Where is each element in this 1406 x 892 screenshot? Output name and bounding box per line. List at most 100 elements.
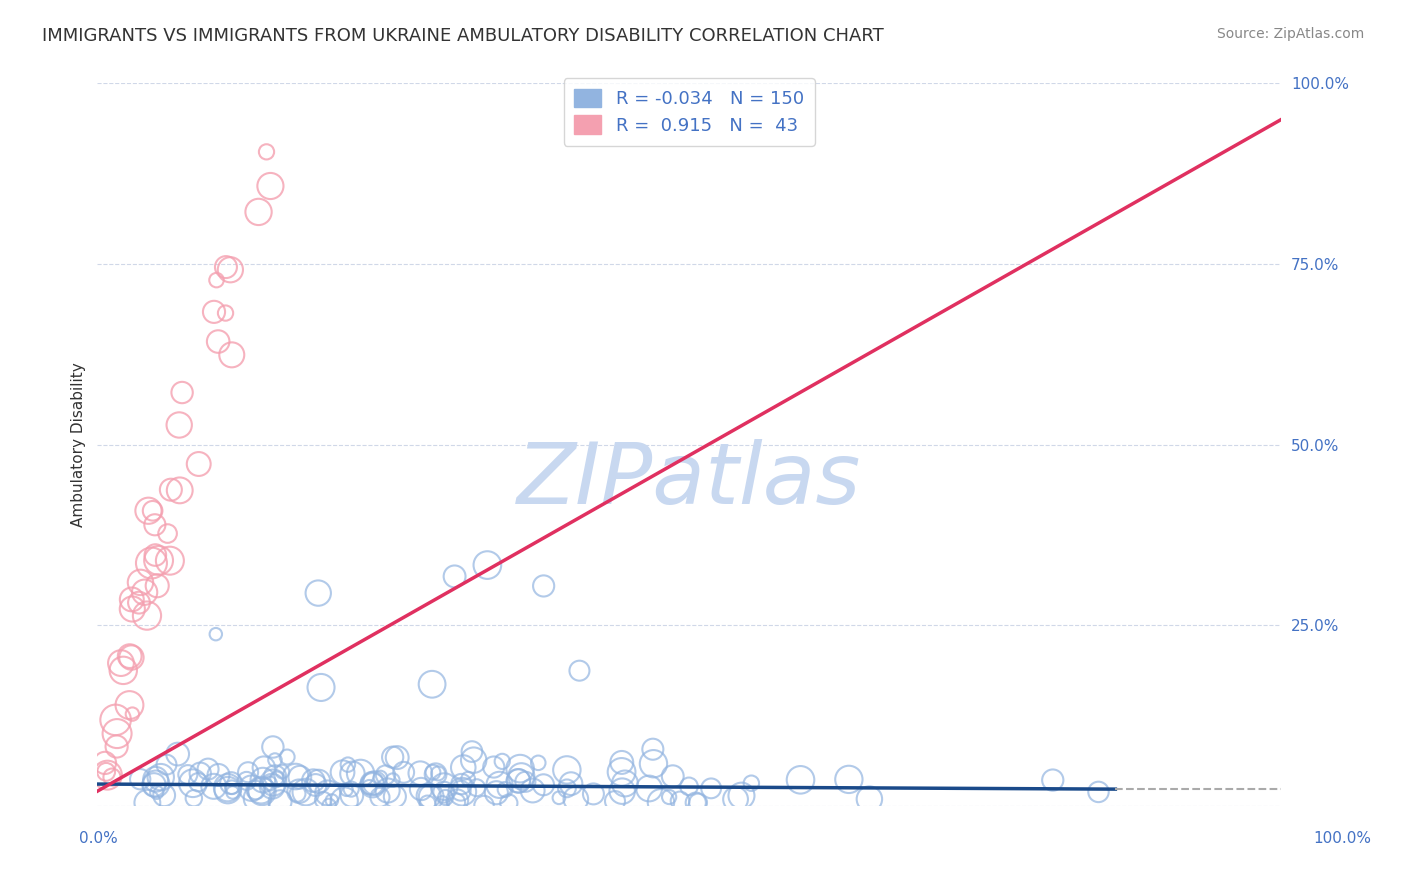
Point (145, 772, 167, 787)
Point (104, 713, 127, 727)
Point (1087, 785, 1109, 799)
Point (155, 757, 177, 772)
Point (643, 756, 665, 771)
Point (432, 796, 454, 810)
Point (686, 796, 709, 810)
Point (284, 770, 307, 784)
Point (304, 778, 326, 792)
Point (450, 777, 472, 791)
Point (295, 785, 318, 799)
Legend: R = -0.034   N = 150, R =  0.915   N =  43: R = -0.034 N = 150, R = 0.915 N = 43 (564, 78, 815, 145)
Point (177, 767, 200, 781)
Point (121, 592, 143, 607)
Point (669, 794, 692, 808)
Point (477, 558, 499, 572)
Point (638, 781, 661, 796)
Point (434, 790, 457, 805)
Point (700, 781, 723, 796)
Point (141, 556, 163, 570)
Point (202, 780, 225, 794)
Point (94, 764, 117, 779)
Point (262, 779, 284, 793)
Point (316, 786, 339, 800)
Point (565, 792, 588, 806)
Point (138, 504, 160, 518)
Text: Source: ZipAtlas.com: Source: ZipAtlas.com (1216, 27, 1364, 41)
Point (409, 766, 432, 780)
Point (269, 795, 291, 809)
Point (153, 789, 176, 803)
Point (321, 793, 343, 807)
Point (385, 750, 408, 764)
Point (363, 776, 385, 790)
Point (205, 273, 228, 287)
Point (129, 772, 152, 787)
Point (361, 778, 384, 792)
Point (94, 756, 117, 770)
Point (560, 777, 582, 791)
Point (145, 777, 167, 791)
Point (264, 753, 287, 767)
Point (1042, 773, 1064, 788)
Point (641, 742, 664, 756)
Point (433, 785, 456, 799)
Point (307, 586, 329, 600)
Point (510, 769, 533, 783)
Text: IMMIGRANTS VS IMMIGRANTS FROM UKRAINE AMBULATORY DISABILITY CORRELATION CHART: IMMIGRANTS VS IMMIGRANTS FROM UKRAINE AM… (42, 27, 884, 45)
Point (156, 526, 179, 541)
Point (349, 766, 371, 780)
Point (724, 792, 747, 806)
Point (610, 784, 633, 798)
Point (202, 305, 225, 319)
Point (858, 792, 880, 806)
Point (105, 739, 128, 754)
Point (368, 790, 391, 805)
Point (197, 762, 219, 776)
Y-axis label: Ambulatory Disability: Ambulatory Disability (72, 362, 86, 527)
Point (450, 784, 472, 798)
Point (610, 756, 633, 770)
Point (548, 790, 571, 805)
Point (420, 677, 443, 691)
Point (118, 698, 141, 712)
Point (245, 783, 267, 797)
Point (533, 778, 555, 792)
Point (451, 760, 474, 774)
Point (418, 789, 440, 803)
Point (183, 791, 205, 805)
Point (143, 778, 166, 792)
Point (302, 773, 325, 788)
Point (187, 775, 209, 789)
Point (204, 627, 226, 641)
Point (661, 769, 683, 783)
Text: ZIPatlas: ZIPatlas (517, 439, 862, 522)
Point (333, 794, 356, 808)
Point (789, 772, 811, 787)
Point (121, 707, 143, 722)
Point (555, 763, 578, 777)
Point (381, 773, 404, 788)
Point (120, 650, 142, 665)
Point (336, 757, 359, 772)
Point (134, 585, 156, 599)
Point (340, 782, 363, 797)
Point (259, 776, 281, 790)
Point (678, 780, 700, 794)
Point (219, 776, 242, 790)
Point (610, 764, 633, 779)
Point (465, 780, 488, 795)
Point (250, 783, 273, 797)
Point (359, 780, 381, 794)
Point (187, 457, 209, 471)
Point (730, 789, 752, 803)
Point (488, 778, 510, 792)
Point (427, 766, 450, 780)
Point (335, 782, 357, 797)
Point (136, 796, 159, 810)
Point (129, 575, 152, 590)
Point (215, 260, 238, 274)
Point (266, 771, 288, 785)
Point (136, 608, 159, 623)
Text: 100.0%: 100.0% (1313, 831, 1372, 846)
Point (288, 770, 311, 784)
